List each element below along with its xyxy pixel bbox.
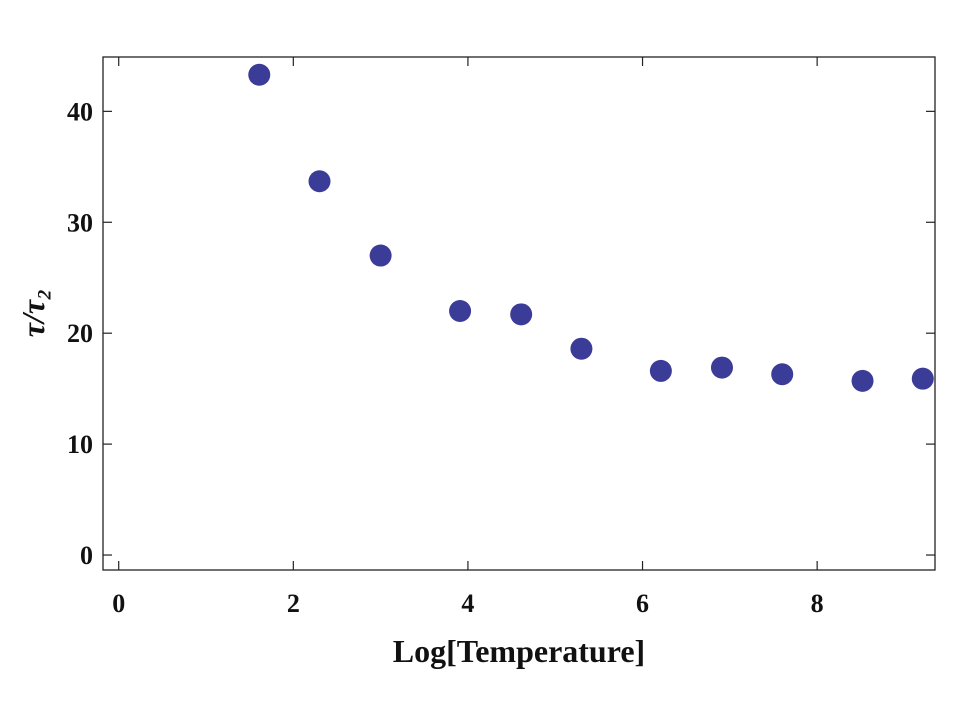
y-tick-label: 40 bbox=[67, 97, 93, 126]
x-axis-label: Log[Temperature] bbox=[393, 633, 645, 669]
point bbox=[510, 303, 533, 326]
y-tick-label: 20 bbox=[67, 319, 93, 348]
y-tick-label: 10 bbox=[67, 430, 93, 459]
point bbox=[449, 300, 472, 323]
x-tick-label: 4 bbox=[461, 589, 474, 618]
plot-frame bbox=[102, 56, 936, 571]
x-tick-label: 2 bbox=[287, 589, 300, 618]
point bbox=[308, 170, 331, 193]
point bbox=[710, 356, 733, 379]
y-axis-label: τ/τ₂ bbox=[15, 289, 51, 337]
x-tick-label: 8 bbox=[811, 589, 824, 618]
x-tick-label: 0 bbox=[112, 589, 125, 618]
y-tick-label: 0 bbox=[80, 541, 93, 570]
point bbox=[248, 63, 271, 86]
point bbox=[570, 337, 593, 360]
point bbox=[771, 363, 794, 386]
x-tick-label: 6 bbox=[636, 589, 649, 618]
point bbox=[649, 359, 672, 382]
point bbox=[911, 367, 934, 390]
point bbox=[851, 369, 874, 392]
point bbox=[369, 244, 392, 267]
y-tick-label: 30 bbox=[67, 208, 93, 237]
